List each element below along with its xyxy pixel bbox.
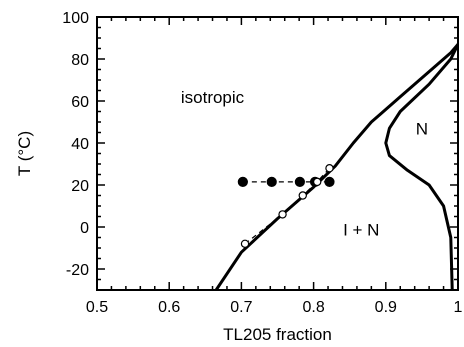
- y-tick-label: 0: [80, 220, 89, 237]
- x-tick-label: 0.9: [375, 299, 397, 316]
- y-axis: -20 0 20 40 60 80 100: [62, 10, 458, 291]
- region-labels: isotropic N I + N: [181, 88, 428, 239]
- y-tick-label: 60: [71, 94, 89, 111]
- region-label: N: [416, 120, 428, 139]
- region-label: isotropic: [181, 88, 245, 107]
- x-tick-label: 0.5: [86, 299, 108, 316]
- phase-boundary-line-0: [214, 42, 458, 290]
- x-tick-label: 0.7: [230, 299, 252, 316]
- x-tick-label: 1: [454, 299, 463, 316]
- phase-boundary-line-1: [384, 42, 458, 290]
- data-point-open: [298, 191, 307, 200]
- y-tick-label: -20: [66, 262, 89, 279]
- x-axis-label: TL205 fraction: [223, 325, 332, 344]
- y-tick-label: 40: [71, 136, 89, 153]
- region-label: I + N: [343, 220, 379, 239]
- y-tick-label: 20: [71, 178, 89, 195]
- plot-border: [96, 16, 459, 291]
- y-tick-label: 100: [62, 10, 89, 27]
- data-point-filled: [237, 176, 248, 187]
- data-point-filled: [324, 176, 335, 187]
- plot-frame: [96, 16, 459, 291]
- y-axis-label: T (°C): [15, 131, 34, 176]
- y-tick-label: 80: [71, 52, 89, 69]
- data-point-open: [240, 239, 250, 248]
- x-tick-label: 0.8: [302, 299, 324, 316]
- plot-area: [214, 42, 458, 290]
- data-point-filled: [294, 176, 305, 187]
- x-tick-label: 0.6: [158, 299, 180, 316]
- x-axis: 0.5 0.6 0.7 0.8 0.9 1: [86, 17, 463, 316]
- data-point-open: [313, 177, 322, 187]
- data-point-open: [325, 163, 334, 173]
- data-point-filled: [266, 176, 277, 187]
- data-point-open: [278, 210, 287, 219]
